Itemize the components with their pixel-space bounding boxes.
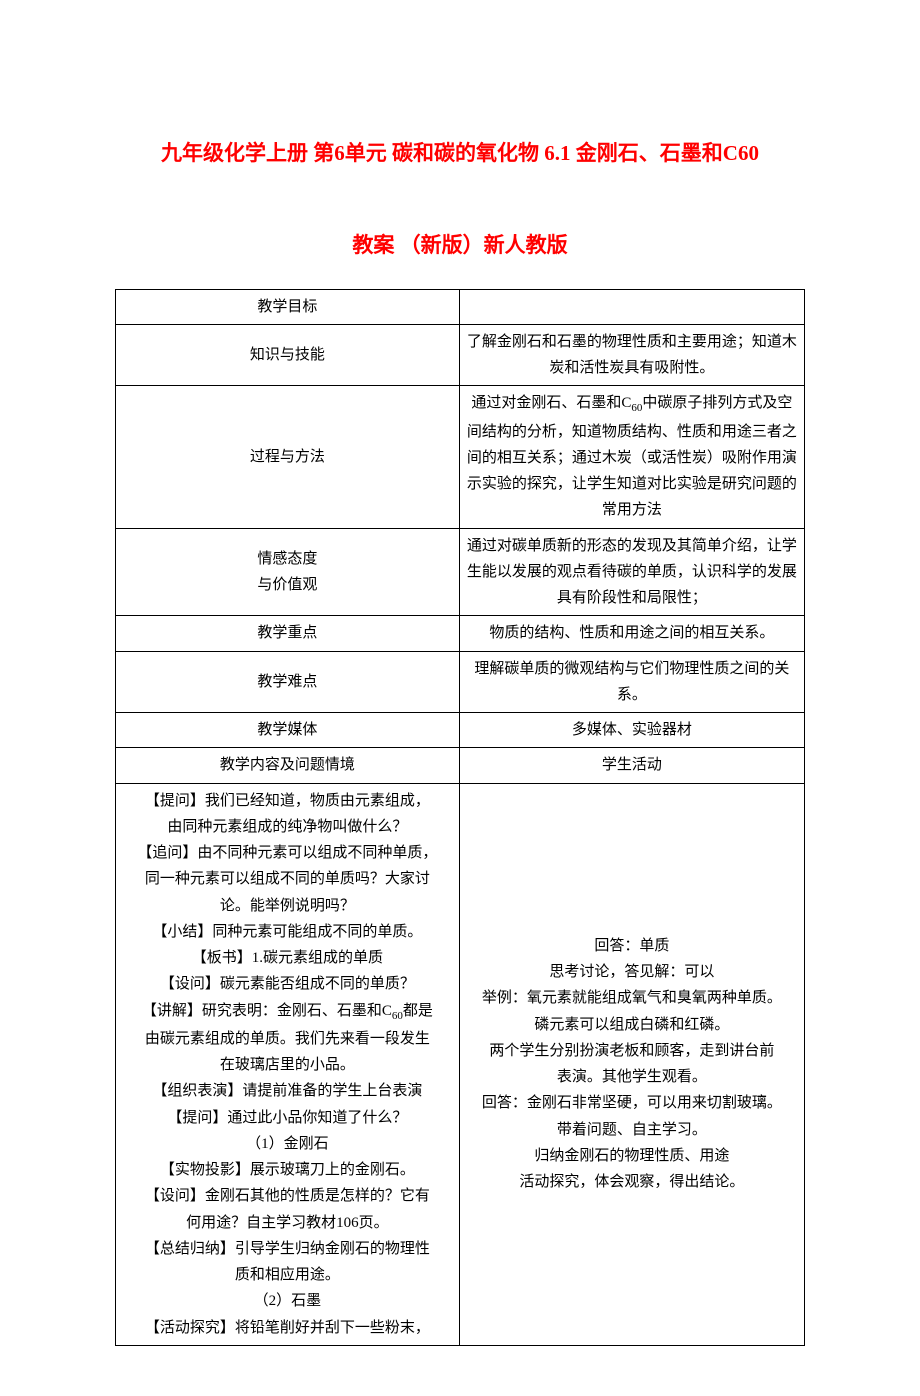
cell-label: 教学媒体 [116,713,460,748]
content-line: 论。能举例说明吗？ [122,893,453,919]
content-line: 何用途？自主学习教材106页。 [122,1210,453,1236]
cell-value: 理解碳单质的微观结构与它们物理性质之间的关系。 [459,651,804,713]
table-row: 教学重点 物质的结构、性质和用途之间的相互关系。 [116,616,805,651]
activity-line: 磷元素可以组成白磷和红磷。 [466,1012,798,1038]
document-title: 九年级化学上册 第6单元 碳和碳的氧化物 6.1 金刚石、石墨和C60 教案 （… [115,130,805,269]
cell-label: 教学重点 [116,616,460,651]
content-line: 由同种元素组成的纯净物叫做什么？ [122,814,453,840]
content-line: 【讲解】研究表明：金刚石、石墨和C60都是 [122,998,453,1026]
cell-label: 教学难点 [116,651,460,713]
cell-value: 通过对金刚石、石墨和C60中碳原子排列方式及空间结构的分析，知道物质结构、性质和… [459,386,804,528]
activity-line: 思考讨论，答见解：可以 [466,959,798,985]
table-row: 教学内容及问题情境 学生活动 [116,748,805,783]
cell-value [459,289,804,324]
activity-line: 活动探究，体会观察，得出结论。 [466,1169,798,1195]
title-line-2: 教案 （新版）新人教版 [352,233,567,257]
content-line: 【板书】1.碳元素组成的单质 [122,945,453,971]
table-row: 过程与方法 通过对金刚石、石墨和C60中碳原子排列方式及空间结构的分析，知道物质… [116,386,805,528]
cell-label: 过程与方法 [116,386,460,528]
cell-value: 多媒体、实验器材 [459,713,804,748]
content-line: 【活动探究】将铅笔削好并刮下一些粉末， [122,1315,453,1341]
content-line: 【提问】通过此小品你知道了什么？ [122,1105,453,1131]
cell-label: 教学目标 [116,289,460,324]
table-row: 教学目标 [116,289,805,324]
lesson-plan-table: 教学目标 知识与技能 了解金刚石和石墨的物理性质和主要用途；知道木炭和活性炭具有… [115,289,805,1346]
activity-line: 两个学生分别扮演老板和顾客，走到讲台前 [466,1038,798,1064]
cell-value: 物质的结构、性质和用途之间的相互关系。 [459,616,804,651]
content-line: 【总结归纳】引导学生归纳金刚石的物理性 [122,1236,453,1262]
table-row: 情感态度与价值观 通过对碳单质新的形态的发现及其简单介绍，让学生能以发展的观点看… [116,528,805,616]
activity-line: 归纳金刚石的物理性质、用途 [466,1143,798,1169]
content-line: 【追问】由不同种元素可以组成不同种单质， [122,840,453,866]
cell-value: 学生活动 [459,748,804,783]
content-line: 【提问】我们已经知道，物质由元素组成， [122,788,453,814]
activity-line: 回答：单质 [466,933,798,959]
table-row: 教学难点 理解碳单质的微观结构与它们物理性质之间的关系。 [116,651,805,713]
content-line: 由碳元素组成的单质。我们先来看一段发生 [122,1026,453,1052]
activity-line: 表演。其他学生观看。 [466,1064,798,1090]
student-activity-cell: 回答：单质 思考讨论，答见解：可以 举例：氧元素就能组成氧气和臭氧两种单质。 磷… [459,783,804,1345]
content-line: 【组织表演】请提前准备的学生上台表演 [122,1078,453,1104]
content-line: （1）金刚石 [122,1131,453,1157]
table-row-content: 【提问】我们已经知道，物质由元素组成， 由同种元素组成的纯净物叫做什么？ 【追问… [116,783,805,1345]
content-line: 同一种元素可以组成不同的单质吗？大家讨 [122,866,453,892]
table-row: 知识与技能 了解金刚石和石墨的物理性质和主要用途；知道木炭和活性炭具有吸附性。 [116,324,805,386]
table-row: 教学媒体 多媒体、实验器材 [116,713,805,748]
content-line: 【小结】同种元素可能组成不同的单质。 [122,919,453,945]
cell-value: 了解金刚石和石墨的物理性质和主要用途；知道木炭和活性炭具有吸附性。 [459,324,804,386]
content-line: 质和相应用途。 [122,1262,453,1288]
content-line: 【实物投影】展示玻璃刀上的金刚石。 [122,1157,453,1183]
content-line: 在玻璃店里的小品。 [122,1052,453,1078]
activity-line: 带着问题、自主学习。 [466,1117,798,1143]
cell-label: 教学内容及问题情境 [116,748,460,783]
content-line: 【设问】金刚石其他的性质是怎样的？它有 [122,1183,453,1209]
cell-label: 知识与技能 [116,324,460,386]
teaching-content-cell: 【提问】我们已经知道，物质由元素组成， 由同种元素组成的纯净物叫做什么？ 【追问… [116,783,460,1345]
title-line-1: 九年级化学上册 第6单元 碳和碳的氧化物 6.1 金刚石、石墨和C60 [161,141,759,165]
page-container: 九年级化学上册 第6单元 碳和碳的氧化物 6.1 金刚石、石墨和C60 教案 （… [0,0,920,1396]
cell-label: 情感态度与价值观 [116,528,460,616]
content-line: 【设问】碳元素能否组成不同的单质？ [122,971,453,997]
cell-value: 通过对碳单质新的形态的发现及其简单介绍，让学生能以发展的观点看待碳的单质，认识科… [459,528,804,616]
activity-line: 回答：金刚石非常坚硬，可以用来切割玻璃。 [466,1090,798,1116]
content-line: （2）石墨 [122,1288,453,1314]
activity-line: 举例：氧元素就能组成氧气和臭氧两种单质。 [466,985,798,1011]
